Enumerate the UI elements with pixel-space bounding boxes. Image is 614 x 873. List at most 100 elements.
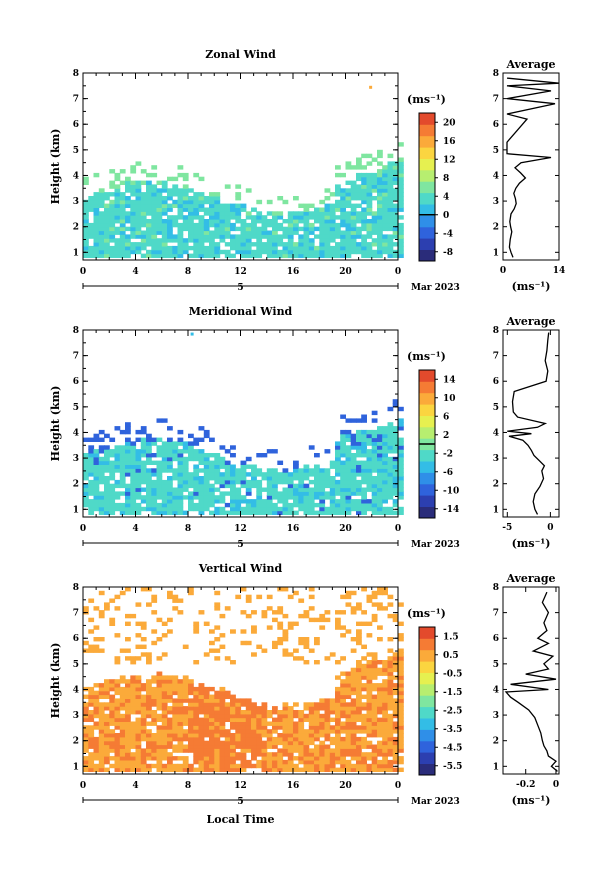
heatmap-cell bbox=[314, 226, 320, 232]
heatmap-cell bbox=[277, 640, 284, 646]
heatmap-cell bbox=[93, 476, 100, 481]
heatmap-cell bbox=[282, 226, 289, 232]
colorbar-frame bbox=[418, 626, 436, 776]
heatmap-cell bbox=[240, 756, 247, 761]
heatmap-cell bbox=[240, 226, 247, 232]
heatmap-cell bbox=[398, 713, 404, 719]
heatmap-cell bbox=[335, 199, 341, 205]
heatmap-cell bbox=[251, 733, 257, 738]
heatmap-cell bbox=[282, 510, 289, 515]
average-y-tick-label: 2 bbox=[493, 480, 499, 490]
heatmap-cell bbox=[167, 679, 173, 684]
heatmap-cell bbox=[104, 476, 110, 481]
heatmap-cell bbox=[135, 476, 142, 481]
heatmap-cell bbox=[324, 706, 331, 711]
heatmap-cell bbox=[167, 453, 173, 458]
heatmap-cell bbox=[335, 744, 341, 749]
heatmap-cell bbox=[161, 222, 168, 228]
colorbar-tick-label: -2.5 bbox=[443, 706, 462, 716]
heatmap-cell bbox=[235, 245, 242, 251]
heatmap-cell bbox=[356, 660, 362, 665]
heatmap-cell bbox=[361, 644, 367, 649]
heatmap-cell bbox=[350, 215, 357, 220]
heatmap-cell bbox=[98, 713, 105, 719]
heatmap-cell bbox=[151, 710, 158, 715]
heatmap-cell bbox=[324, 759, 331, 765]
heatmap-cell bbox=[193, 479, 200, 485]
heatmap-cell bbox=[109, 683, 116, 688]
heatmap-cell bbox=[114, 483, 121, 489]
heatmap-cell bbox=[146, 736, 152, 742]
heatmap-cell bbox=[119, 506, 126, 512]
heatmap-cell bbox=[392, 698, 399, 703]
heatmap-cell bbox=[177, 437, 184, 442]
heatmap-cell bbox=[266, 606, 273, 611]
heatmap-cell bbox=[88, 234, 95, 239]
heatmap-cell bbox=[167, 721, 173, 726]
heatmap-cell bbox=[109, 215, 116, 220]
heatmap-cell bbox=[356, 510, 362, 515]
heatmap-cell bbox=[371, 437, 378, 442]
heatmap-cell bbox=[261, 733, 268, 738]
heatmap-cell bbox=[109, 510, 116, 515]
heatmap-cell bbox=[371, 698, 378, 703]
heatmap-cell bbox=[172, 472, 179, 477]
heatmap-cell bbox=[371, 196, 378, 201]
heatmap-cell bbox=[182, 690, 189, 696]
heatmap-cell bbox=[324, 698, 331, 703]
heatmap-cell bbox=[83, 460, 89, 465]
heatmap-cell bbox=[245, 253, 252, 258]
heatmap-cell bbox=[266, 219, 273, 224]
heatmap-cell bbox=[345, 460, 352, 465]
heatmap-cell bbox=[135, 207, 142, 212]
heatmap-cell bbox=[235, 211, 242, 216]
heatmap-cell bbox=[130, 441, 137, 446]
heatmap-cell bbox=[135, 226, 142, 232]
heatmap-cell bbox=[193, 690, 200, 696]
heatmap-cell bbox=[361, 180, 367, 185]
heatmap-cell bbox=[361, 725, 367, 730]
heatmap-cell bbox=[83, 748, 89, 753]
heatmap-cell bbox=[272, 483, 278, 489]
heatmap-cell bbox=[193, 253, 200, 258]
heatmap-cell bbox=[382, 426, 388, 431]
heatmap-cell bbox=[282, 740, 289, 746]
heatmap-cell bbox=[161, 499, 168, 504]
heatmap-cell bbox=[219, 479, 226, 485]
heatmap-cell bbox=[98, 740, 105, 746]
heatmap-cell bbox=[119, 690, 126, 696]
heatmap-cell bbox=[387, 759, 394, 765]
heatmap-cell bbox=[369, 85, 373, 89]
heatmap-cell bbox=[203, 464, 210, 469]
heatmap-cell bbox=[308, 211, 315, 216]
heatmap-cell bbox=[350, 679, 357, 684]
heatmap-cell bbox=[114, 460, 121, 465]
heatmap-cell bbox=[230, 242, 236, 247]
heatmap-cell bbox=[219, 729, 226, 734]
heatmap-cell bbox=[398, 733, 404, 738]
heatmap-cell bbox=[188, 483, 194, 489]
heatmap-cell bbox=[392, 736, 399, 742]
date-label: Mar 2023 bbox=[411, 283, 460, 293]
heatmap-cell bbox=[214, 736, 221, 742]
heatmap-cell bbox=[287, 219, 294, 224]
heatmap-cell bbox=[324, 207, 331, 212]
heatmap-cell bbox=[214, 702, 221, 707]
colorbar-unit: (ms⁻¹) bbox=[407, 607, 446, 620]
heatmap-cell bbox=[377, 238, 383, 243]
heatmap-cell bbox=[377, 590, 383, 596]
heatmap-cell bbox=[387, 238, 394, 243]
colorbar-swatch bbox=[419, 718, 435, 730]
heatmap-cell bbox=[377, 215, 383, 220]
heatmap-cell bbox=[251, 219, 257, 224]
heatmap-cell bbox=[377, 759, 383, 765]
heatmap-cell bbox=[224, 733, 231, 738]
heatmap-cell bbox=[230, 445, 236, 450]
heatmap-cell bbox=[125, 752, 131, 757]
heatmap-cell bbox=[161, 234, 168, 239]
heatmap-cell bbox=[146, 748, 152, 753]
heatmap-cell bbox=[329, 238, 336, 243]
heatmap-cell bbox=[261, 249, 268, 255]
heatmap-cell bbox=[382, 249, 388, 255]
heatmap-cell bbox=[114, 468, 121, 473]
